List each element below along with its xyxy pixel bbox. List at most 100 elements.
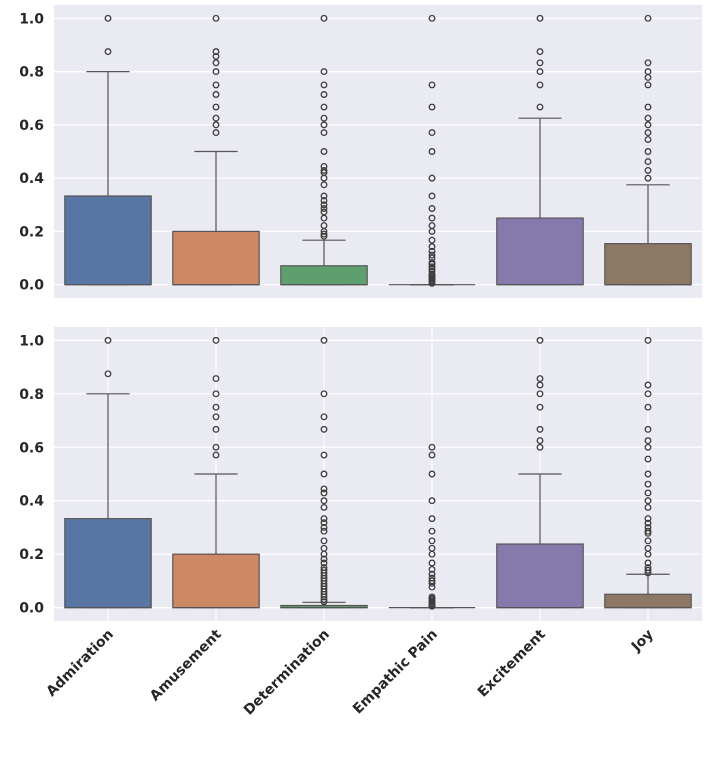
x-tick-label: Determination [241,627,333,719]
outlier-point [104,370,112,378]
outlier-point [428,192,436,200]
outlier-point [428,247,436,255]
outlier-point [320,489,328,497]
outlier-point [320,181,328,189]
outlier-point [320,201,328,209]
outlier-point [644,121,652,129]
outlier-point [320,559,328,567]
y-tick-label: 0.8 [19,387,44,403]
box-plot-panel-1: 0.0 0.2 0.4 0.6 0.8 1.0 [19,5,702,298]
outlier-point [428,443,436,451]
outlier-point [212,59,220,67]
outlier-point [428,251,436,259]
box-body [496,543,584,609]
outlier-point [320,555,328,563]
outlier-point [320,336,328,344]
outlier-point [320,208,328,216]
outlier-point [644,14,652,22]
y-tick-label: 0.8 [19,65,44,81]
outlier-point [320,162,328,170]
outlier-point [428,559,436,567]
y-tick-label: 0.4 [19,494,44,510]
box-body [172,553,260,609]
box-body [496,217,584,286]
outlier-point [320,81,328,89]
outlier-point [212,114,220,122]
box-admiration [64,336,152,609]
outlier-point [428,537,436,545]
outlier-point [212,336,220,344]
outlier-point [212,48,220,56]
outlier-point [536,425,544,433]
outlier-point [644,515,652,523]
outlier-point [644,470,652,478]
outlier-point [320,103,328,111]
outlier-point [212,14,220,22]
outlier-point [212,129,220,137]
y-tick-label: 0.4 [19,171,44,187]
outlier-point [212,91,220,98]
outlier-point [644,174,652,182]
outlier-point [536,336,544,344]
outlier-point [536,14,544,22]
outlier-point [428,129,436,137]
outlier-point [320,192,328,200]
outlier-point [212,81,220,89]
outlier-point [320,519,328,527]
box-body [172,230,260,286]
box-excitement [496,336,584,609]
outlier-point [644,544,652,552]
outlier-point [428,222,436,229]
outlier-point [536,103,544,111]
outlier-point [644,564,652,571]
outlier-point [644,136,652,143]
y-tick-label: 0.0 [19,601,44,617]
outlier-point [320,497,328,505]
box-determination [280,14,368,286]
outlier-point [212,413,220,421]
outlier-point [320,544,328,552]
outlier-point [644,390,652,398]
outlier-point [428,243,436,251]
outlier-point [536,48,544,56]
outlier-point [644,527,652,535]
outlier-point [428,265,436,273]
outlier-point [428,254,436,262]
outlier-point [428,527,436,535]
outlier-point [320,413,328,421]
plot-area [54,5,702,298]
y-tick-label: 0.2 [19,547,44,563]
outlier-point [644,114,652,122]
outlier-point [104,336,112,344]
outlier-point [320,197,328,204]
outlier-point [644,68,652,76]
outlier-point [428,259,436,267]
outlier-point [320,425,328,433]
outlier-point [212,103,220,111]
outlier-point [644,103,652,111]
outlier-point [320,564,328,571]
box-plot-panel-2: 0.0 0.2 0.4 0.6 0.8 1.0 Admiration Amusement Det… [19,327,702,719]
outlier-point [644,537,652,545]
outlier-point [320,566,328,574]
outlier-point [428,263,436,271]
outlier-point [212,375,220,383]
outlier-point [428,214,436,222]
outlier-point [320,91,328,98]
outlier-point [536,390,544,398]
outlier-point [644,158,652,166]
outlier-point [428,205,436,212]
outlier-point [212,451,220,459]
outlier-point [320,598,328,606]
outlier-point [320,68,328,76]
outlier-point [320,524,328,531]
outlier-point [212,390,220,398]
y-tick-label: 1.0 [19,11,44,27]
box-joy [604,336,692,609]
y-tick-label: 0.6 [19,118,44,134]
outlier-point [428,236,436,244]
outlier-point [428,497,436,505]
outlier-point [320,503,328,511]
outlier-point [536,375,544,383]
box-excitement [496,14,584,286]
